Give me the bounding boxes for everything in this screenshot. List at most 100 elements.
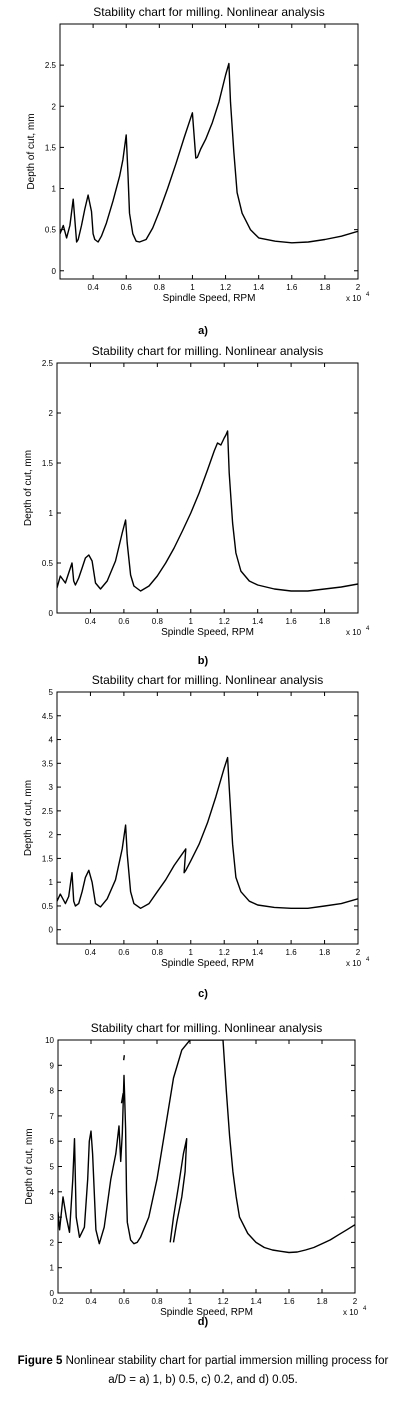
stability-curve-1 [169,1138,188,1243]
panel-label-d: d) [197,1316,209,1328]
x-tick-label: 1 [188,1297,193,1306]
x-multiplier-exponent: 4 [366,957,370,963]
chart-title: Stability chart for milling. Nonlinear a… [91,1021,322,1035]
stability-curve-0 [57,430,358,592]
x-tick-label: 0.4 [85,617,97,626]
figure-caption-text: Nonlinear stability chart for partial im… [65,1355,389,1386]
y-tick-label: 4 [49,736,54,745]
panel-label-c: c) [198,988,208,1000]
x-tick-label: 0.6 [118,617,130,626]
y-tick-label: 7 [50,1112,55,1121]
y-tick-label: 1.5 [42,459,54,468]
y-tick-label: 0 [52,267,57,276]
stability-curve-0 [57,756,358,909]
y-tick-label: 2.5 [45,61,57,70]
y-tick-label: 0.5 [45,226,57,235]
y-axis-label: Depth of cut, mm [26,113,37,189]
chart-title: Stability chart for milling. Nonlinear a… [93,5,324,19]
plot-frame [57,1039,356,1294]
x-tick-label: 0.8 [151,1297,163,1306]
x-multiplier-exponent: 4 [363,1306,367,1312]
chart-title: Stability chart for milling. Nonlinear a… [92,673,323,687]
x-tick-label: 1.6 [283,1297,295,1306]
x-tick-label: 1.2 [217,1297,229,1306]
x-tick-label: 0.4 [85,1297,97,1306]
x-tick-label: 0.8 [152,617,164,626]
chart-title: Stability chart for milling. Nonlinear a… [92,344,323,358]
figure-caption: Figure 5 Nonlinear stability chart for p… [10,1352,396,1390]
x-tick-label: 1.8 [319,948,331,957]
chart-panel-a: Stability chart for milling. Nonlinear a… [26,5,370,304]
y-axis-label: Depth of cut, mm [23,450,34,526]
x-tick-label: 1.8 [316,1297,328,1306]
x-tick-label: 1.2 [220,283,232,292]
x-tick-label: 1.6 [286,948,298,957]
x-multiplier: x 10 [346,294,362,303]
y-tick-label: 0.5 [42,559,54,568]
x-tick-label: 1.8 [319,283,331,292]
x-multiplier: x 10 [346,959,362,968]
x-multiplier-exponent: 4 [366,292,370,298]
y-tick-label: 1 [49,878,54,887]
x-tick-label: 1.2 [219,617,231,626]
x-tick-label: 1.2 [219,948,231,957]
y-tick-label: 4 [50,1188,55,1197]
x-tick-label: 2 [356,948,361,957]
x-tick-label: 1.4 [252,617,264,626]
x-axis-label: Spindle Speed, RPM [161,627,254,638]
y-tick-label: 4.5 [42,712,54,721]
y-tick-label: 1 [50,1264,55,1273]
chart-panel-b: Stability chart for milling. Nonlinear a… [23,344,370,638]
y-tick-label: 5 [50,1163,55,1172]
y-tick-label: 0 [49,926,54,935]
y-tick-label: 10 [45,1036,54,1045]
y-tick-label: 3 [49,783,54,792]
x-tick-label: 0.6 [121,283,133,292]
x-axis-label: Spindle Speed, RPM [163,293,256,304]
y-tick-label: 2 [49,409,54,418]
x-tick-label: 0.8 [154,283,166,292]
x-tick-label: 0.8 [152,948,164,957]
y-tick-label: 2 [49,831,54,840]
stability-curve-0 [60,62,358,244]
y-tick-label: 2.5 [42,359,54,368]
plot-frame [56,691,359,945]
x-tick-label: 1.6 [286,283,298,292]
y-tick-label: 5 [49,688,54,697]
x-multiplier: x 10 [346,628,362,637]
y-tick-label: 0 [50,1289,55,1298]
y-tick-label: 0 [49,609,54,618]
y-tick-label: 0.5 [42,902,54,911]
x-tick-label: 2 [353,1297,358,1306]
panel-label-b: b) [197,655,209,667]
y-tick-label: 1.5 [45,143,57,152]
x-tick-label: 1.8 [319,617,331,626]
x-tick-label: 0.4 [88,283,100,292]
x-tick-label: 0.6 [118,948,130,957]
y-tick-label: 3 [50,1213,55,1222]
x-tick-label: 0.2 [52,1297,64,1306]
x-tick-label: 1 [189,948,194,957]
x-tick-label: 0.4 [85,948,97,957]
y-tick-label: 3.5 [42,759,54,768]
x-tick-label: 2 [356,283,361,292]
x-tick-label: 1 [190,283,195,292]
x-multiplier-exponent: 4 [366,626,370,632]
y-tick-label: 2 [50,1238,55,1247]
stability-curve-2 [120,1092,124,1104]
plot-frame [59,23,359,280]
x-multiplier: x 10 [343,1308,359,1317]
x-tick-label: 0.6 [118,1297,130,1306]
x-tick-label: 1.6 [286,617,298,626]
y-tick-label: 1.5 [42,854,54,863]
stability-curve-0 [58,1040,355,1254]
chart-panel-d: Stability chart for milling. Nonlinear a… [24,1021,367,1318]
y-tick-label: 9 [50,1061,55,1070]
x-tick-label: 1 [189,617,194,626]
stability-curve-3 [123,1055,125,1061]
x-tick-label: 1.4 [253,283,265,292]
x-axis-label: Spindle Speed, RPM [160,1307,253,1318]
x-tick-label: 1.4 [250,1297,262,1306]
y-tick-label: 1 [49,509,54,518]
y-tick-label: 6 [50,1137,55,1146]
